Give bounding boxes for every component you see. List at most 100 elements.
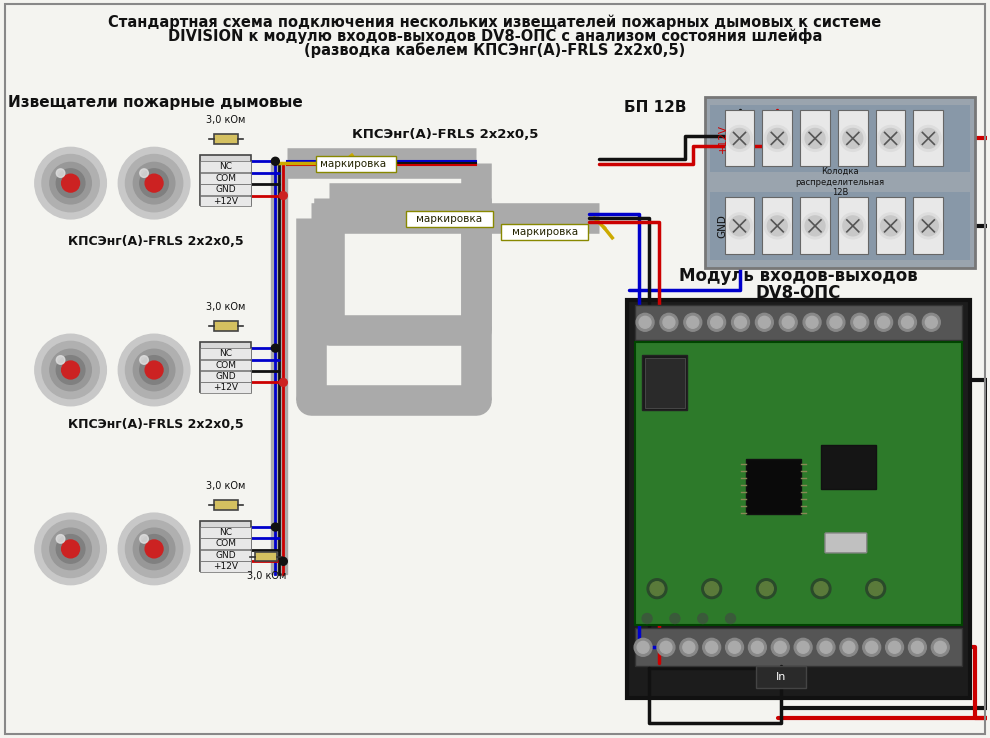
- Bar: [914, 109, 943, 166]
- Circle shape: [730, 128, 749, 148]
- Circle shape: [61, 540, 79, 558]
- Text: GND: GND: [216, 551, 236, 560]
- Text: +12V: +12V: [213, 196, 239, 205]
- Bar: [200, 371, 251, 382]
- Bar: [746, 460, 801, 514]
- Circle shape: [756, 579, 776, 599]
- Circle shape: [805, 216, 825, 236]
- Circle shape: [56, 169, 85, 198]
- Circle shape: [126, 154, 183, 212]
- Circle shape: [42, 154, 99, 212]
- Circle shape: [830, 317, 842, 328]
- Circle shape: [271, 344, 279, 352]
- Text: 3,0 кОм: 3,0 кОм: [206, 481, 246, 492]
- Text: NC: NC: [219, 349, 232, 358]
- FancyBboxPatch shape: [825, 533, 866, 553]
- Circle shape: [680, 638, 698, 656]
- Circle shape: [61, 174, 79, 192]
- Circle shape: [118, 334, 190, 406]
- Circle shape: [878, 125, 904, 151]
- Circle shape: [802, 213, 828, 239]
- Bar: [725, 197, 754, 254]
- Circle shape: [146, 361, 163, 379]
- Circle shape: [134, 162, 175, 204]
- Circle shape: [751, 641, 763, 653]
- Circle shape: [764, 213, 790, 239]
- Bar: [821, 444, 876, 489]
- Circle shape: [732, 314, 749, 331]
- Bar: [838, 197, 867, 254]
- Circle shape: [56, 169, 65, 177]
- Bar: [643, 355, 687, 410]
- Circle shape: [647, 579, 667, 599]
- Circle shape: [748, 638, 766, 656]
- Circle shape: [279, 557, 287, 565]
- Circle shape: [726, 613, 736, 624]
- Bar: [214, 500, 238, 510]
- Circle shape: [758, 317, 770, 328]
- Bar: [200, 184, 251, 195]
- Circle shape: [279, 192, 287, 199]
- Circle shape: [56, 356, 85, 384]
- Circle shape: [935, 641, 946, 653]
- Text: (разводка кабелем КПСЭнг(А)-FRLS 2х2х0,5): (разводка кабелем КПСЭнг(А)-FRLS 2х2х0,5…: [304, 42, 686, 58]
- Circle shape: [140, 534, 168, 563]
- Circle shape: [126, 342, 183, 399]
- Circle shape: [802, 125, 828, 151]
- Circle shape: [42, 342, 99, 399]
- Circle shape: [817, 638, 835, 656]
- Bar: [710, 105, 970, 172]
- Text: COM: COM: [215, 173, 237, 183]
- Circle shape: [932, 638, 949, 656]
- Circle shape: [146, 540, 163, 558]
- Circle shape: [640, 317, 651, 328]
- Circle shape: [684, 314, 702, 331]
- Bar: [800, 197, 830, 254]
- Bar: [705, 97, 975, 268]
- Circle shape: [805, 128, 825, 148]
- Circle shape: [881, 216, 901, 236]
- Text: маркировка: маркировка: [512, 227, 578, 237]
- Circle shape: [797, 641, 809, 653]
- Circle shape: [711, 317, 723, 328]
- Bar: [214, 321, 238, 331]
- Text: COM: COM: [215, 361, 237, 370]
- Text: NC: NC: [219, 528, 232, 537]
- Text: 3,0 кОм: 3,0 кОм: [206, 303, 246, 312]
- Text: DIVISION к модулю входов-выходов DV8-ОПС с анализом состояния шлейфа: DIVISION к модулю входов-выходов DV8-ОПС…: [168, 28, 822, 44]
- Text: маркировка: маркировка: [416, 214, 482, 224]
- Bar: [636, 306, 962, 340]
- Circle shape: [126, 520, 183, 578]
- Circle shape: [842, 128, 862, 148]
- Bar: [406, 211, 493, 227]
- Circle shape: [803, 314, 821, 331]
- Circle shape: [638, 641, 649, 653]
- Text: In: In: [776, 672, 786, 682]
- Bar: [762, 197, 792, 254]
- Circle shape: [840, 638, 857, 656]
- Circle shape: [727, 213, 752, 239]
- Bar: [200, 155, 251, 205]
- Circle shape: [919, 128, 939, 148]
- Circle shape: [56, 534, 65, 543]
- Circle shape: [140, 534, 148, 543]
- Circle shape: [850, 314, 868, 331]
- Circle shape: [660, 641, 672, 653]
- Circle shape: [635, 638, 652, 656]
- Bar: [214, 134, 238, 145]
- Circle shape: [650, 582, 664, 596]
- Bar: [800, 109, 830, 166]
- Circle shape: [702, 579, 722, 599]
- Circle shape: [842, 641, 854, 653]
- Bar: [200, 173, 251, 184]
- Circle shape: [683, 641, 695, 653]
- Text: +12V: +12V: [213, 562, 239, 571]
- Bar: [200, 527, 251, 538]
- Bar: [200, 539, 251, 549]
- Bar: [271, 163, 287, 573]
- Text: КПСЭнг(А)-FRLS 2х2х0,5: КПСЭнг(А)-FRLS 2х2х0,5: [67, 418, 244, 431]
- Circle shape: [50, 349, 91, 390]
- Circle shape: [61, 361, 79, 379]
- Circle shape: [670, 613, 680, 624]
- Circle shape: [842, 216, 862, 236]
